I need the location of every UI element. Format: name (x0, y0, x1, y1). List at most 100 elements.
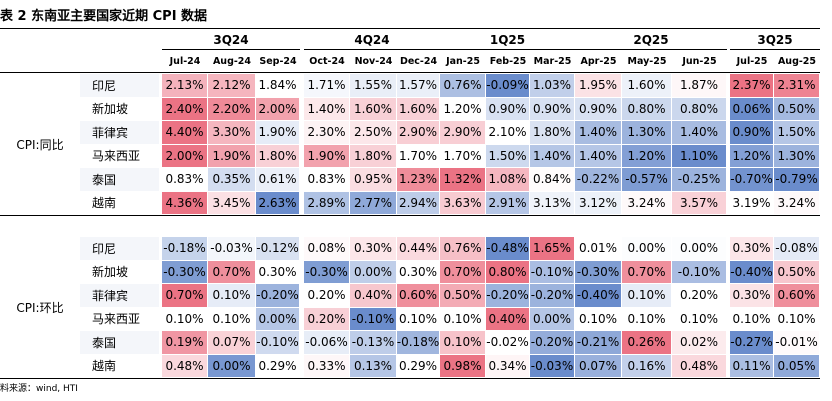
month-header: Jul-25 (736, 56, 768, 67)
data-cell: 0.00% (256, 307, 300, 331)
data-cell: 0.07% (575, 354, 622, 378)
month-header: Mar-25 (533, 56, 572, 67)
data-cell: 1.40% (530, 144, 575, 168)
data-cell: -0.18% (162, 237, 208, 261)
data-cell: 0.20% (304, 284, 350, 308)
data-cell: 1.40% (304, 97, 350, 121)
data-cell: 0.26% (622, 331, 672, 355)
month-header: Jul-24 (169, 56, 201, 67)
data-cell: 4.36% (162, 191, 208, 215)
data-cell: -0.70% (730, 168, 774, 192)
country-label: 印尼 (80, 237, 160, 261)
data-cell: 0.29% (256, 354, 300, 378)
data-cell: 0.10% (208, 284, 256, 308)
data-cell: 1.40% (575, 144, 622, 168)
month-header: Aug-25 (777, 56, 817, 67)
data-cell: 1.55% (350, 74, 397, 98)
data-cell: 1.70% (397, 144, 440, 168)
data-cell: 1.71% (304, 74, 350, 98)
data-cell: 0.00% (622, 237, 672, 261)
data-cell: -0.40% (730, 260, 774, 284)
data-cell: -0.10% (530, 260, 575, 284)
data-cell: 1.90% (304, 144, 350, 168)
data-cell: 2.37% (730, 74, 774, 98)
data-cell: 0.10% (730, 307, 774, 331)
data-cell: 1.20% (730, 144, 774, 168)
data-cell: 0.30% (397, 260, 440, 284)
data-cell: 0.07% (208, 331, 256, 355)
data-cell: -0.01% (774, 331, 820, 355)
data-cell: 2.30% (304, 121, 350, 145)
data-cell: -0.40% (575, 284, 622, 308)
data-cell: 2.94% (397, 191, 440, 215)
data-cell: 0.10% (672, 307, 727, 331)
data-cell: 1.60% (397, 97, 440, 121)
data-cell: 1.23% (397, 168, 440, 192)
data-cell: 1.50% (486, 144, 530, 168)
data-cell: 1.70% (440, 144, 486, 168)
data-cell: 0.83% (304, 168, 350, 192)
data-cell: 1.90% (208, 144, 256, 168)
data-cell: -0.30% (575, 260, 622, 284)
data-cell: 0.02% (672, 331, 727, 355)
data-cell: 1.03% (530, 74, 575, 98)
data-cell: 1.87% (672, 74, 727, 98)
quarter-header: 1Q25 (440, 30, 575, 50)
data-cell: 3.57% (672, 191, 727, 215)
month-header: Oct-24 (309, 56, 345, 67)
data-cell: 3.24% (774, 191, 820, 215)
data-cell: 0.70% (440, 260, 486, 284)
data-cell: -0.57% (622, 168, 672, 192)
data-cell: 0.05% (774, 354, 820, 378)
data-cell: 0.50% (440, 284, 486, 308)
data-cell: 0.90% (575, 97, 622, 121)
data-cell: 0.10% (440, 307, 486, 331)
data-cell: 1.20% (622, 144, 672, 168)
data-cell: 1.40% (672, 121, 727, 145)
data-cell: 1.60% (350, 97, 397, 121)
data-cell: 3.30% (208, 121, 256, 145)
data-cell: -0.10% (350, 307, 397, 331)
data-cell: 1.30% (622, 121, 672, 145)
data-cell: 0.70% (162, 284, 208, 308)
country-label: 菲律宾 (80, 121, 160, 145)
data-cell: 1.20% (440, 97, 486, 121)
data-cell: 0.20% (672, 284, 727, 308)
data-cell: -0.22% (575, 168, 622, 192)
data-cell: 1.30% (774, 144, 820, 168)
data-cell: 3.12% (575, 191, 622, 215)
data-cell: -0.27% (730, 331, 774, 355)
data-cell: 0.35% (208, 168, 256, 192)
rule (0, 28, 820, 29)
data-cell: 0.29% (397, 354, 440, 378)
data-cell: 3.63% (440, 191, 486, 215)
data-cell: 0.00% (208, 354, 256, 378)
data-cell: 1.32% (440, 168, 486, 192)
data-cell: 3.19% (730, 191, 774, 215)
data-cell: 0.61% (256, 168, 300, 192)
data-cell: 0.20% (304, 307, 350, 331)
data-cell: 2.13% (162, 74, 208, 98)
data-cell: 0.10% (208, 307, 256, 331)
data-cell: 0.50% (774, 260, 820, 284)
data-cell: 2.20% (208, 97, 256, 121)
data-cell: 0.34% (486, 354, 530, 378)
data-cell: 1.80% (350, 144, 397, 168)
data-cell: 0.83% (162, 168, 208, 192)
quarter-header: 3Q24 (162, 30, 300, 50)
data-cell: 2.00% (256, 97, 300, 121)
month-header: Feb-25 (489, 56, 527, 67)
data-cell: 0.76% (440, 74, 486, 98)
data-cell: -0.10% (256, 331, 300, 355)
data-cell: 0.30% (256, 260, 300, 284)
data-cell: 0.10% (575, 307, 622, 331)
data-cell: 1.90% (256, 121, 300, 145)
data-cell: 0.08% (304, 237, 350, 261)
data-cell: 0.10% (440, 331, 486, 355)
month-header: Dec-24 (399, 56, 438, 67)
country-label: 马来西亚 (80, 307, 160, 331)
quarter-header: 4Q24 (304, 30, 440, 50)
month-header: Apr-25 (580, 56, 617, 67)
data-cell: 1.84% (256, 74, 300, 98)
data-cell: 2.31% (774, 74, 820, 98)
